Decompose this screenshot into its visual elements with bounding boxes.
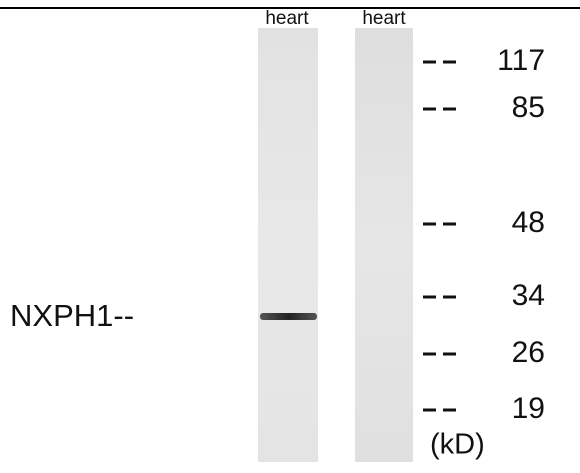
lane xyxy=(258,28,318,462)
lane-label: heart xyxy=(362,8,406,29)
marker-label: 117 xyxy=(497,44,545,77)
protein-band xyxy=(260,313,317,320)
marker-label: 19 xyxy=(512,392,545,425)
marker-label: 26 xyxy=(512,336,545,369)
western-blot-figure: heart heart NXPH1-- (kD) 117 85 48 34 26 19 xyxy=(0,0,580,468)
band-label: NXPH1-- xyxy=(10,298,134,333)
lane-label: heart xyxy=(265,8,309,29)
marker-label: 48 xyxy=(512,206,545,239)
unit-label: (kD) xyxy=(430,429,485,461)
marker-label: 85 xyxy=(512,91,545,124)
lane xyxy=(355,28,413,462)
marker-label: 34 xyxy=(512,279,545,312)
